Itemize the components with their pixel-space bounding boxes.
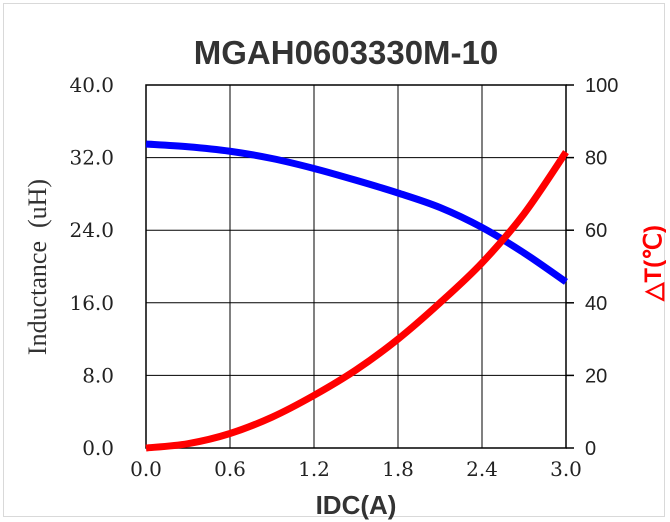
y-tick-label: 0.0 (82, 436, 114, 460)
axis-ticks: 0.0 0.6 1.2 1.8 2.4 3.0 0.0 8.0 16.0 24.0 32.0 40.0… (69, 73, 618, 481)
y2-tick-label: 40 (585, 293, 607, 315)
x-tick-label: 1.8 (382, 457, 414, 481)
y2-tick-label: 100 (585, 75, 618, 97)
x-tick-label: 3.0 (550, 457, 582, 481)
y-axis-label: Inductance (uH) (23, 179, 52, 355)
y2-tick-label: 80 (585, 148, 607, 170)
x-tick-label: 0.6 (214, 457, 246, 481)
y-tick-label: 40.0 (69, 73, 114, 97)
y-tick-label: 32.0 (69, 146, 114, 170)
y2-tick-label: 0 (585, 438, 596, 460)
y2-axis-label: △T(℃) (640, 225, 667, 302)
x-tick-label: 1.2 (298, 457, 330, 481)
y-tick-label: 24.0 (69, 218, 114, 242)
chart-title: MGAH0603330M-10 (194, 34, 498, 71)
y2-tick-label: 60 (585, 220, 607, 242)
inductance-line (145, 140, 568, 285)
x-axis-label: IDC(A) (316, 490, 397, 520)
x-tick-label: 2.4 (466, 457, 498, 481)
grid (145, 84, 567, 449)
y-tick-label: 8.0 (82, 363, 114, 387)
series-lines (145, 140, 569, 452)
chart-frame (3, 3, 665, 517)
temperature-rise-line (145, 150, 569, 452)
y2-tick-label: 20 (585, 365, 607, 387)
y-tick-label: 16.0 (69, 291, 114, 315)
x-tick-label: 0.0 (130, 457, 162, 481)
plot-area (145, 84, 567, 449)
